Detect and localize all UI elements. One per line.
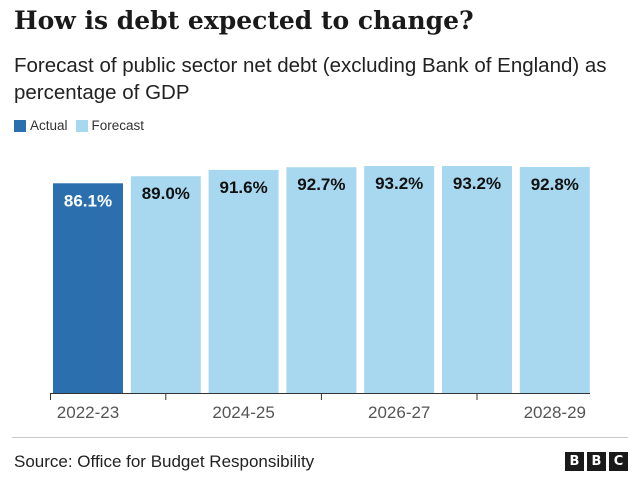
- bar-2022-23: [53, 183, 123, 393]
- chart-title: How is debt expected to change?: [14, 6, 474, 35]
- legend-label-actual: Actual: [30, 118, 68, 133]
- bar-2023-24: [130, 176, 201, 393]
- x-tick-label-2024-25: 2024-25: [212, 403, 274, 422]
- bar-2024-25: [208, 169, 279, 393]
- chart-subtitle: Forecast of public sector net debt (excl…: [14, 54, 607, 104]
- legend-item-forecast: Forecast: [75, 118, 145, 133]
- bbc-logo-letter-2: B: [587, 452, 606, 471]
- legend: Actual Forecast: [14, 118, 152, 133]
- bar-2028-29: [519, 166, 590, 393]
- x-tick-label-2028-29: 2028-29: [524, 403, 586, 422]
- legend-item-actual: Actual: [14, 118, 68, 133]
- bar-2026-27: [364, 166, 435, 393]
- data-label-2025-26: 92.7%: [297, 175, 345, 194]
- legend-swatch-forecast: [75, 119, 88, 132]
- data-label-2023-24: 89.0%: [142, 184, 190, 203]
- bar-2027-28: [442, 166, 512, 393]
- data-label-2028-29: 92.8%: [531, 175, 579, 194]
- bbc-logo: B B C: [562, 452, 628, 471]
- bar-chart: 86.1% 2022-23 89.0% 91.6% 2024-25 92.7% 93.2% 2…: [50, 166, 590, 422]
- x-tick-label-2022-23: 2022-23: [57, 403, 119, 422]
- data-label-2024-25: 91.6%: [219, 178, 267, 197]
- source-note: Source: Office for Budget Responsibility: [14, 452, 315, 471]
- legend-label-forecast: Forecast: [91, 118, 145, 133]
- data-label-2026-27: 93.2%: [375, 174, 423, 193]
- bar-2025-26: [286, 167, 357, 393]
- x-tick-label-2026-27: 2026-27: [368, 403, 430, 422]
- data-label-2027-28: 93.2%: [453, 174, 501, 193]
- bbc-logo-letter-3: C: [609, 452, 628, 471]
- footer-divider: [12, 437, 628, 438]
- data-label-2022-23: 86.1%: [64, 191, 112, 210]
- bbc-logo-letter-1: B: [565, 452, 584, 471]
- legend-swatch-actual: [14, 119, 26, 132]
